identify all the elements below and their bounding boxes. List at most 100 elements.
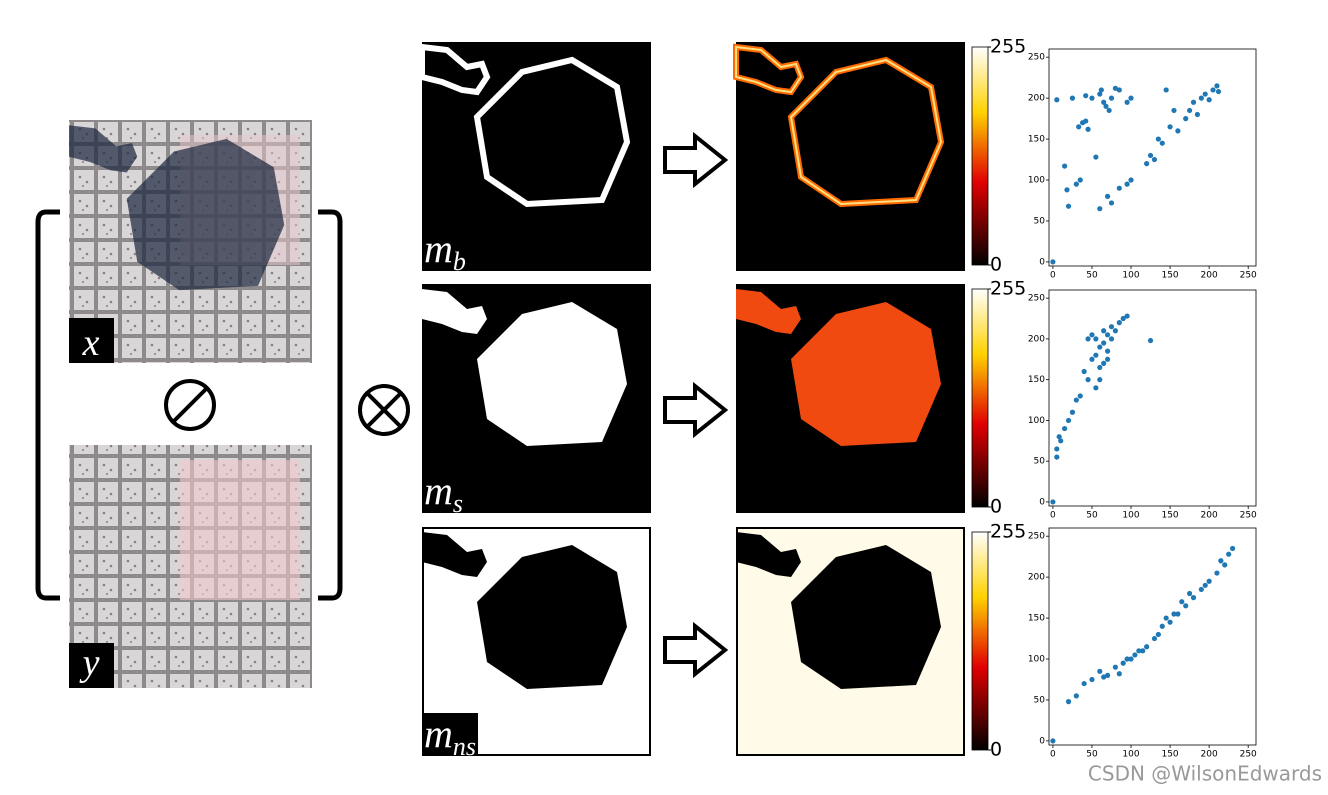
heatmap-ns bbox=[736, 527, 965, 756]
scatter-point bbox=[1073, 181, 1079, 187]
scatter-point bbox=[1097, 91, 1103, 97]
shape bbox=[736, 42, 965, 271]
scatter-point bbox=[1116, 185, 1122, 191]
x-tick-label: 0 bbox=[1050, 271, 1056, 281]
mask-label: mb bbox=[424, 226, 466, 276]
y-tick-label: 200 bbox=[1028, 94, 1045, 104]
scatter-point bbox=[1183, 116, 1189, 122]
y-tick-label: 0 bbox=[1039, 497, 1045, 507]
scatter-point bbox=[1190, 99, 1197, 105]
scatter-point bbox=[1144, 644, 1150, 650]
scatter-point bbox=[1171, 107, 1177, 114]
scatter-point bbox=[1050, 259, 1056, 265]
x-tick-label: 0 bbox=[1050, 750, 1056, 760]
scatter-point bbox=[1214, 83, 1220, 89]
plot-frame bbox=[1048, 48, 1257, 267]
scatter-point bbox=[1151, 635, 1158, 642]
arrows bbox=[663, 131, 729, 679]
label-box bbox=[69, 318, 114, 363]
scatter-point bbox=[1073, 693, 1079, 699]
scatter-point bbox=[1062, 163, 1068, 169]
scatter-point bbox=[1077, 177, 1083, 183]
scatter-point bbox=[1101, 674, 1107, 680]
scatter-point bbox=[1093, 336, 1099, 342]
scatter-point bbox=[1097, 377, 1103, 383]
scatter-point bbox=[1120, 315, 1126, 322]
scatter-point bbox=[1124, 99, 1130, 105]
plot-frame bbox=[1048, 527, 1257, 746]
y-tick-label: 250 bbox=[1028, 294, 1045, 304]
mask-label-sub: b bbox=[453, 247, 466, 276]
colorbar bbox=[971, 288, 989, 508]
scatter-point bbox=[1226, 551, 1232, 557]
x-tick-label: 150 bbox=[1161, 750, 1178, 760]
scatter-point bbox=[1054, 446, 1060, 452]
scatter-point bbox=[1140, 648, 1146, 654]
scatter-point bbox=[1089, 676, 1095, 683]
scatter-point bbox=[1124, 656, 1130, 662]
shape bbox=[422, 42, 651, 271]
y-tick-label: 200 bbox=[1028, 573, 1045, 583]
scatter-point bbox=[1093, 154, 1099, 160]
scatter-point bbox=[1159, 140, 1165, 146]
colorbar bbox=[971, 531, 989, 751]
scatter-point bbox=[1210, 87, 1216, 93]
bracket bbox=[318, 209, 343, 601]
scatter-point bbox=[1187, 590, 1193, 597]
scatter-point bbox=[1106, 107, 1112, 114]
plot-frame bbox=[1048, 289, 1257, 507]
mask-label: ms bbox=[424, 468, 463, 518]
scatter-point bbox=[1222, 562, 1228, 568]
shape bbox=[164, 379, 216, 431]
scatter-point bbox=[1104, 672, 1111, 678]
scatter-point bbox=[1081, 368, 1087, 375]
shape bbox=[358, 384, 410, 436]
scatter-point bbox=[1089, 95, 1095, 101]
scatter-point bbox=[1085, 336, 1091, 342]
y-tick-label: 0 bbox=[1039, 257, 1045, 267]
scatter-point bbox=[1104, 356, 1111, 362]
scatter-point bbox=[1056, 434, 1062, 440]
scatter-point bbox=[1198, 95, 1204, 101]
scatter-point bbox=[1065, 203, 1072, 209]
scatter-point bbox=[1187, 107, 1193, 114]
mask-label-main: m bbox=[424, 226, 453, 271]
scatter-point bbox=[1065, 699, 1072, 705]
scatter-point bbox=[1050, 499, 1056, 505]
mask-b bbox=[422, 42, 651, 271]
scatter-point bbox=[1198, 586, 1204, 593]
y-tick-label: 250 bbox=[1028, 53, 1045, 63]
shape bbox=[663, 131, 729, 189]
scatter-point bbox=[1194, 111, 1201, 118]
scatter-point bbox=[1097, 364, 1103, 371]
scatter-point bbox=[1093, 352, 1099, 358]
scatter-point bbox=[1171, 611, 1177, 617]
x-tick-label: 200 bbox=[1201, 750, 1218, 760]
y-tick-label: 100 bbox=[1028, 176, 1045, 186]
mask-label-main: m bbox=[424, 711, 453, 756]
scatter-point bbox=[1132, 652, 1138, 658]
scatter-point bbox=[1116, 87, 1122, 93]
scatter-point bbox=[1183, 603, 1189, 609]
scatter-point bbox=[1108, 200, 1115, 206]
label-x: x bbox=[82, 322, 100, 364]
scatter-point bbox=[1214, 570, 1220, 576]
scatter-point bbox=[1116, 671, 1122, 677]
shape bbox=[663, 621, 729, 679]
x-tick-label: 150 bbox=[1161, 511, 1178, 521]
y-tick-label: 0 bbox=[1039, 736, 1045, 746]
scatter-point bbox=[1116, 320, 1122, 326]
shape bbox=[365, 391, 403, 429]
colorbar-label: 255 bbox=[990, 521, 1026, 543]
colorbar-label: 0 bbox=[990, 254, 1002, 276]
scatter-point bbox=[1058, 438, 1064, 444]
scatter-point bbox=[1175, 128, 1181, 134]
scatter-point bbox=[1229, 545, 1236, 552]
scatter-point bbox=[1136, 648, 1142, 654]
scatter-point bbox=[1144, 161, 1150, 167]
colorbar-label: 0 bbox=[990, 496, 1002, 518]
scatter-point bbox=[1065, 417, 1072, 424]
shape bbox=[663, 381, 729, 439]
